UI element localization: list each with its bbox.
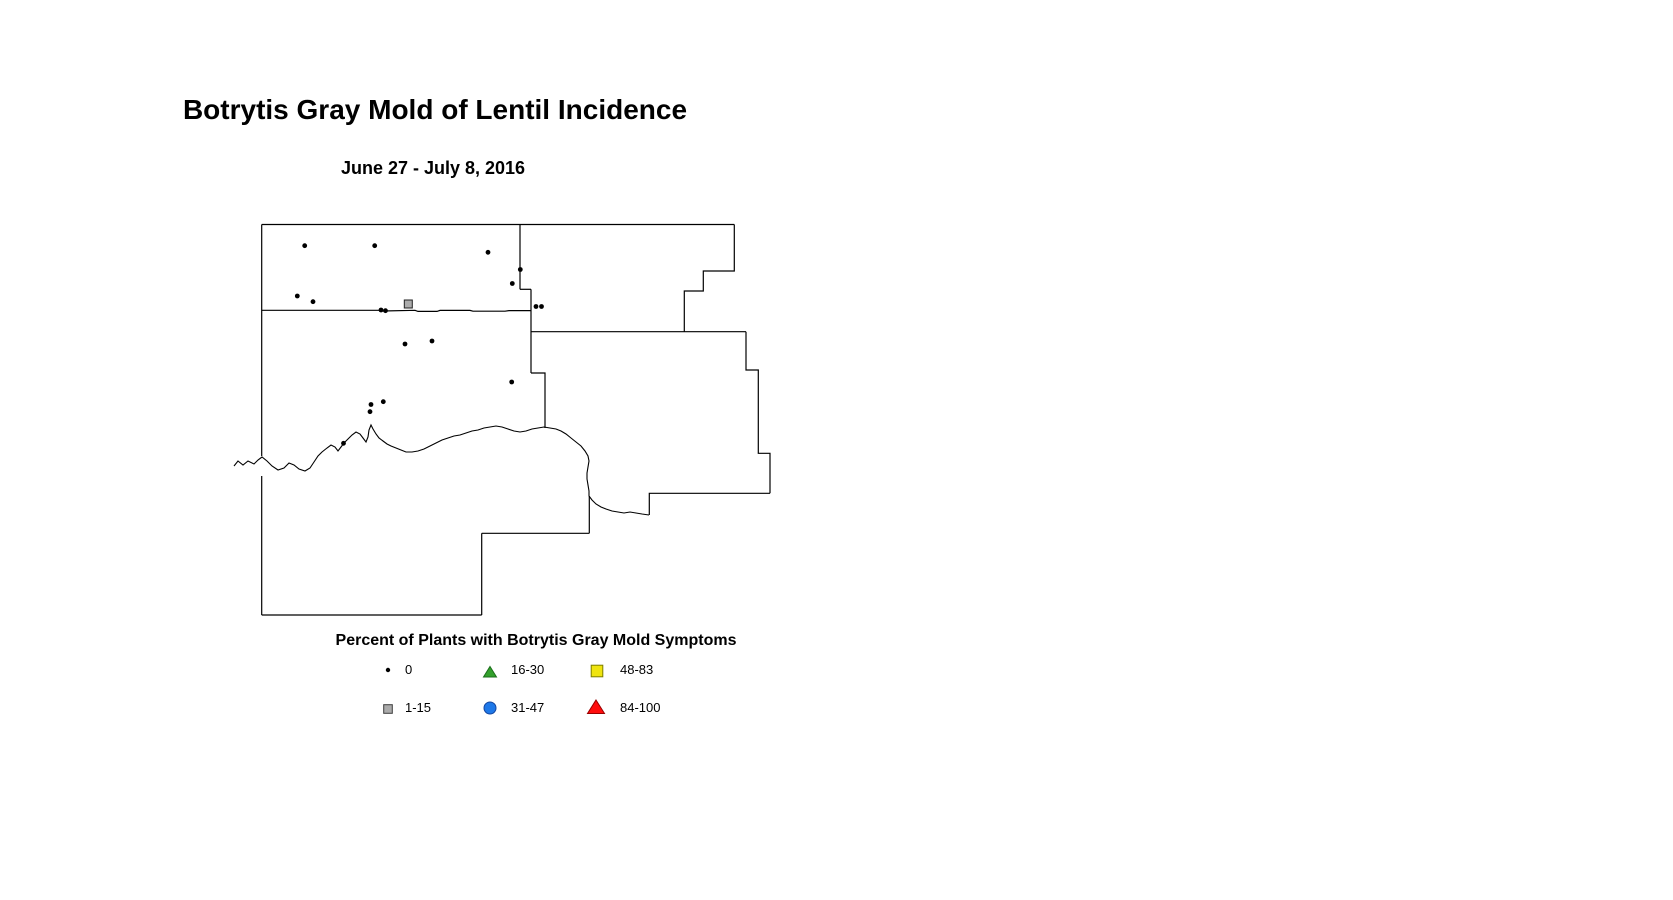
map-point-0 bbox=[485, 249, 491, 255]
county-boundary-northeast-county-east-stair bbox=[683, 224, 735, 332]
map-point-0 bbox=[383, 308, 388, 314]
map-point-0 bbox=[368, 402, 374, 407]
map-point-0 bbox=[509, 379, 515, 385]
legend-green-triangle-icon bbox=[478, 660, 502, 684]
map-point-0 bbox=[509, 281, 515, 286]
map-point-0 bbox=[380, 399, 386, 405]
figure-subtitle: June 27 - July 8, 2016 bbox=[340, 158, 526, 178]
map-point-0 bbox=[302, 243, 308, 249]
county-boundary-county-mid-horizontal-border bbox=[261, 309, 531, 312]
legend-red-triangle-icon bbox=[584, 695, 608, 719]
legend-label-0: 0 bbox=[405, 662, 413, 677]
legend-yellow-square-icon bbox=[585, 659, 609, 683]
legend-title: Percent of Plants with Botrytis Gray Mol… bbox=[335, 632, 737, 649]
county-boundary-southeast-county-south-border bbox=[648, 492, 770, 515]
map-point-0 bbox=[310, 299, 316, 305]
river-line bbox=[233, 423, 650, 516]
map-point-0 bbox=[517, 267, 523, 272]
legend-label-16-30: 16-30 bbox=[511, 662, 545, 677]
map-point-0 bbox=[372, 243, 378, 249]
legend-gray-square-icon bbox=[376, 697, 400, 721]
county-boundary-southeast-county-east-stair bbox=[745, 331, 771, 494]
map-point-0 bbox=[341, 440, 346, 446]
map-point-0 bbox=[378, 307, 384, 313]
legend-dot-icon bbox=[376, 658, 400, 682]
map-point-0 bbox=[367, 409, 373, 415]
map-point-0 bbox=[429, 338, 435, 344]
legend-label-31-47: 31-47 bbox=[511, 700, 545, 715]
map-point-0 bbox=[294, 293, 300, 299]
map-point-0 bbox=[533, 304, 539, 309]
map-point-0 bbox=[539, 304, 544, 309]
legend-label-1-15: 1-15 bbox=[405, 700, 432, 715]
legend-blue-circle-icon bbox=[478, 696, 502, 720]
legend-label-48-83: 48-83 bbox=[620, 662, 654, 677]
legend-label-84-100: 84-100 bbox=[620, 700, 661, 715]
map-point-0 bbox=[402, 341, 408, 347]
county-boundary-state-line-jog bbox=[531, 372, 546, 428]
map-point-1-15 bbox=[403, 299, 413, 309]
figure-title: Botrytis Gray Mold of Lentil Incidence bbox=[182, 94, 688, 125]
